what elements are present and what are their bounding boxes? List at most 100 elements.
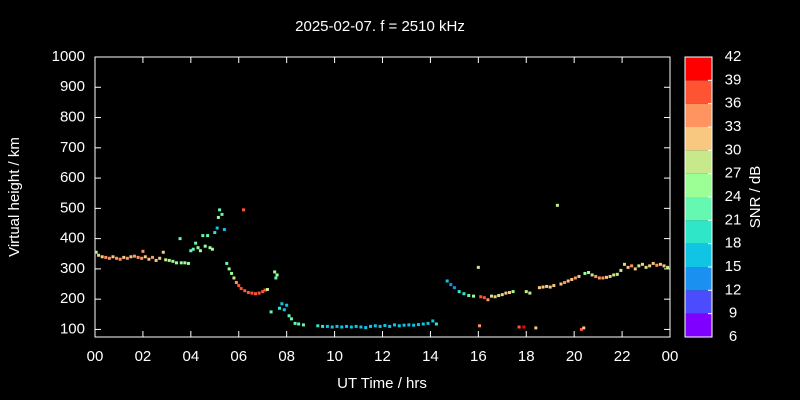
point (340, 325, 344, 329)
point (479, 295, 483, 299)
point (237, 284, 241, 288)
colorbar-tick-label: 18 (725, 235, 742, 252)
colorbar-tick-label: 15 (725, 258, 742, 275)
y-tick-label: 400 (60, 230, 85, 247)
point (285, 303, 289, 307)
point (151, 255, 154, 259)
point (183, 261, 187, 265)
y-tick-label: 300 (60, 260, 85, 277)
point (274, 276, 278, 280)
colorbar-tick-label: 12 (725, 281, 742, 298)
y-tick-label: 700 (60, 139, 85, 156)
point (619, 268, 623, 272)
x-tick-label: 08 (278, 348, 295, 365)
point (227, 267, 231, 271)
point (651, 261, 655, 265)
point (431, 319, 435, 323)
point (666, 265, 670, 269)
point (133, 254, 137, 258)
point (349, 325, 353, 329)
point (452, 286, 456, 290)
y-tick-label: 1000 (52, 48, 85, 65)
point (171, 259, 175, 263)
point (257, 291, 261, 295)
point (234, 281, 238, 285)
point (462, 292, 466, 296)
point (125, 256, 129, 260)
point (250, 291, 254, 295)
x-tick-label: 18 (518, 348, 535, 365)
point (416, 323, 420, 327)
colorbar-bin (685, 80, 712, 104)
point (541, 285, 545, 289)
point (545, 284, 549, 288)
point (364, 326, 368, 330)
point (555, 203, 559, 207)
colorbar-bin (685, 220, 712, 244)
colorbar-bin (685, 197, 712, 221)
y-axis-label: Virtual height / km (6, 137, 23, 257)
colorbar-tick-label: 33 (725, 118, 742, 135)
point (330, 325, 334, 329)
point (167, 258, 171, 262)
point (528, 291, 532, 295)
point (289, 317, 293, 321)
point (655, 263, 659, 267)
x-tick-label: 00 (662, 348, 679, 365)
point (548, 285, 552, 289)
point (662, 264, 666, 268)
point (143, 255, 147, 259)
point (174, 261, 178, 265)
point (373, 324, 377, 328)
point (407, 323, 411, 327)
point (242, 208, 246, 212)
point (225, 261, 229, 265)
point (511, 290, 515, 294)
point (582, 326, 586, 330)
point (325, 324, 329, 328)
colorbar-bin (685, 57, 712, 81)
point (208, 246, 212, 250)
point (579, 327, 583, 331)
point (239, 287, 243, 291)
point (263, 288, 267, 292)
x-tick-label: 22 (614, 348, 631, 365)
point (608, 274, 612, 278)
point (359, 325, 363, 329)
point (147, 257, 151, 261)
point (563, 281, 567, 285)
point (507, 291, 511, 295)
point (97, 253, 101, 257)
point (213, 231, 217, 235)
x-tick-label: 12 (374, 348, 391, 365)
point (196, 246, 200, 250)
point (191, 247, 195, 251)
point (140, 256, 144, 260)
point (275, 273, 279, 277)
point (369, 324, 373, 328)
point (111, 255, 115, 259)
point (269, 310, 273, 314)
point (218, 208, 222, 212)
point (626, 265, 630, 269)
point (293, 321, 297, 325)
point (122, 255, 126, 259)
point (402, 323, 406, 327)
point (210, 247, 214, 251)
colorbar-label: SNR / dB (747, 166, 764, 229)
colorbar-tick-label: 9 (729, 305, 737, 322)
y-tick-label: 200 (60, 290, 85, 307)
point (129, 255, 133, 259)
point (605, 275, 609, 279)
point (472, 294, 476, 298)
point (287, 314, 291, 318)
point (486, 298, 490, 302)
point (412, 323, 416, 327)
point (633, 267, 637, 271)
point (467, 294, 471, 298)
point (622, 262, 626, 266)
point (482, 296, 486, 300)
point (522, 325, 526, 329)
